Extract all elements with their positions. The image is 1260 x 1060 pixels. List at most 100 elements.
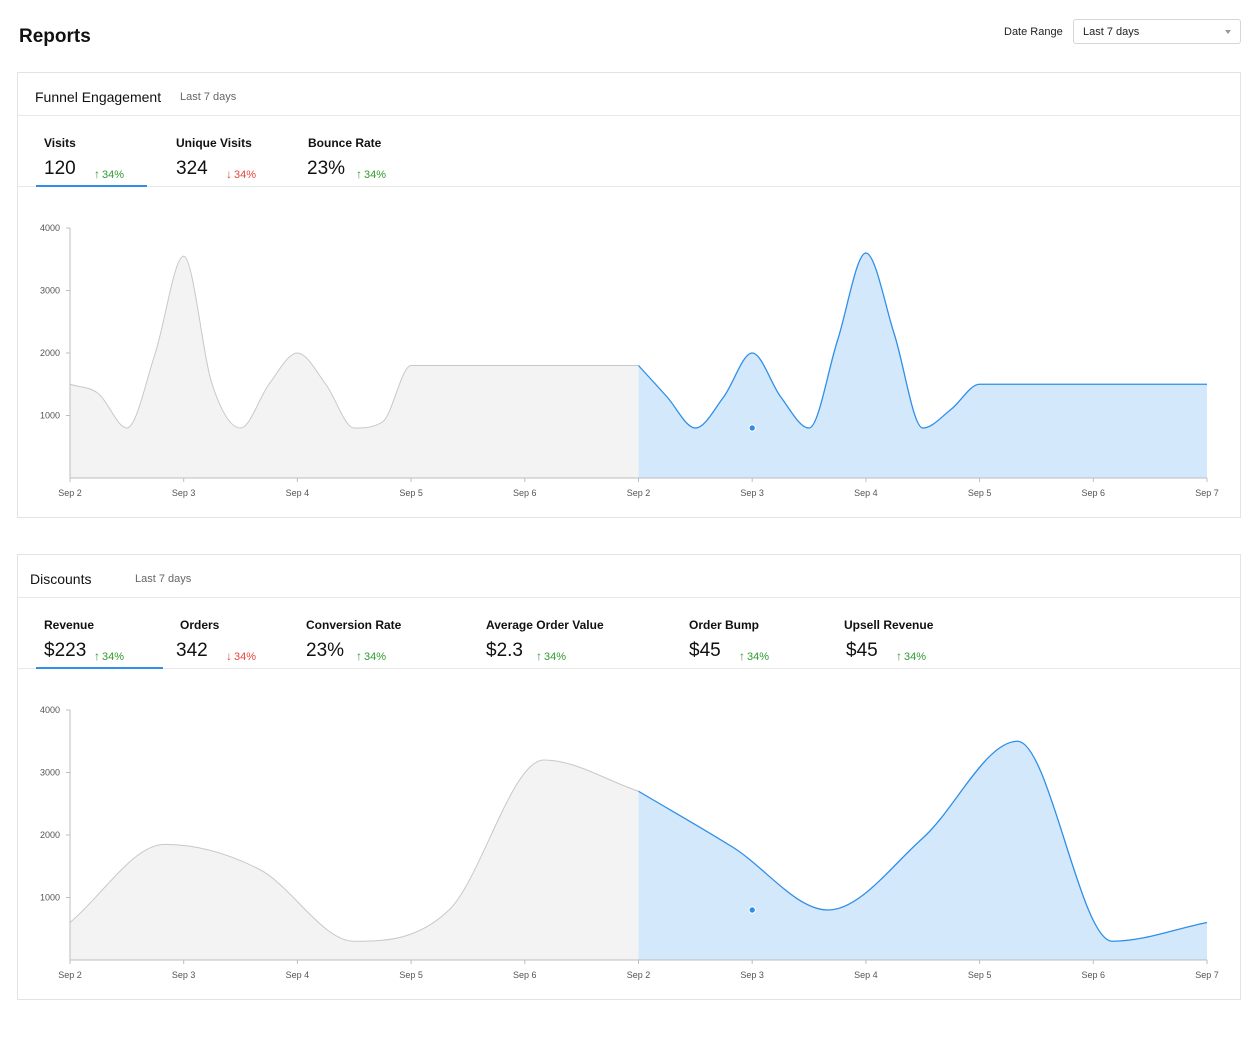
- metric-tab-bounce-rate[interactable]: Bounce Rate 23% ↑ 34%: [300, 116, 420, 187]
- metric-value: $45: [846, 640, 878, 661]
- metric-value: $223: [44, 640, 87, 661]
- x-tick-label: Sep 6: [513, 488, 537, 498]
- metric-change: ↑ 34%: [356, 167, 387, 181]
- metric-value: $45: [689, 640, 721, 661]
- x-tick-label: Sep 2: [627, 488, 651, 498]
- card-header: Funnel Engagement Last 7 days: [18, 73, 1240, 116]
- metric-label: Order Bump: [689, 618, 760, 632]
- y-tick-label: 4000: [40, 705, 60, 715]
- metric-tabs: Visits 120 ↑ 34% Unique Visits 324 ↓ 34% B…: [18, 116, 1240, 187]
- metric-change: ↑ 34%: [356, 649, 387, 663]
- card-subtitle: Last 7 days: [135, 573, 192, 585]
- previous-period-line: [69, 759, 639, 942]
- x-tick-label: Sep 4: [286, 488, 310, 498]
- x-tick-label: Sep 4: [854, 488, 878, 498]
- arrow-up-icon: ↑: [94, 649, 100, 663]
- arrow-up-icon: ↑: [896, 649, 902, 663]
- metric-label: Upsell Revenue: [844, 618, 934, 632]
- arrow-up-icon: ↑: [94, 167, 100, 181]
- chevron-down-icon: [1225, 30, 1231, 34]
- metric-label: Orders: [180, 618, 220, 632]
- page-title: Reports: [19, 26, 91, 47]
- previous-period-area: [70, 760, 639, 960]
- x-tick-label: Sep 2: [627, 970, 651, 980]
- metric-tab-upsell-revenue[interactable]: Upsell Revenue $45 ↑ 34%: [836, 598, 976, 669]
- x-tick-label: Sep 7: [1195, 488, 1219, 498]
- metric-tab-conversion-rate[interactable]: Conversion Rate 23% ↑ 34%: [298, 598, 448, 669]
- current-period-area: [638, 253, 1207, 478]
- metric-change: ↓ 34%: [226, 649, 257, 663]
- x-tick-label: Sep 5: [399, 488, 423, 498]
- date-range-select[interactable]: Last 7 days: [1073, 19, 1241, 44]
- x-tick-label: Sep 6: [1082, 488, 1106, 498]
- y-tick-label: 2000: [40, 830, 60, 840]
- card-title: Discounts: [30, 571, 92, 587]
- funnel-chart-svg: 1000 2000 3000 4000 Sep 2 Sep 3 Sep 4 Sep 5 Sep …: [40, 223, 1219, 498]
- x-tick-label: Sep 2: [58, 488, 82, 498]
- metric-value: 120: [44, 158, 76, 179]
- metric-tab-orders[interactable]: Orders 342 ↓ 34%: [172, 598, 282, 669]
- metric-label: Bounce Rate: [308, 136, 382, 150]
- discounts-card: Discounts Last 7 days Revenue $223 ↑ 34% …: [17, 554, 1241, 1000]
- arrow-up-icon: ↑: [739, 649, 745, 663]
- metric-label: Conversion Rate: [306, 618, 402, 632]
- y-tick-label: 1000: [40, 411, 60, 421]
- card-subtitle: Last 7 days: [180, 91, 237, 103]
- discounts-chart-svg: 1000 2000 3000 4000 Sep 2 Sep 3 Sep 4 Sep 5 Sep …: [40, 705, 1219, 980]
- x-tick-label: Sep 7: [1195, 970, 1219, 980]
- metric-tab-visits[interactable]: Visits 120 ↑ 34%: [36, 116, 147, 187]
- metric-value: 324: [176, 158, 208, 179]
- arrow-up-icon: ↑: [356, 649, 362, 663]
- x-tick-label: Sep 4: [286, 970, 310, 980]
- funnel-engagement-card: Funnel Engagement Last 7 days Visits 120…: [17, 72, 1241, 518]
- x-tick-label: Sep 4: [854, 970, 878, 980]
- metric-label: Average Order Value: [486, 618, 604, 632]
- metric-change: ↑ 34%: [536, 649, 567, 663]
- metric-tabs: Revenue $223 ↑ 34% Orders 342 ↓ 34% Conver…: [18, 598, 1240, 669]
- highlight-point: [748, 424, 756, 432]
- funnel-chart: 1000 2000 3000 4000 Sep 2 Sep 3 Sep 4 Sep 5 Sep …: [18, 188, 1240, 518]
- x-tick-label: Sep 3: [172, 488, 196, 498]
- x-tick-label: Sep 3: [740, 488, 764, 498]
- metric-value: $2.3: [486, 640, 523, 661]
- y-tick-label: 4000: [40, 223, 60, 233]
- x-tick-label: Sep 6: [1082, 970, 1106, 980]
- arrow-down-icon: ↓: [226, 649, 232, 663]
- card-title: Funnel Engagement: [35, 89, 162, 105]
- metric-label: Unique Visits: [176, 136, 252, 150]
- arrow-up-icon: ↑: [356, 167, 362, 181]
- highlight-point: [748, 906, 756, 914]
- previous-period-line: [69, 255, 639, 429]
- active-tab-indicator: [36, 667, 163, 669]
- x-tick-label: Sep 3: [740, 970, 764, 980]
- y-tick-label: 2000: [40, 348, 60, 358]
- metric-change: ↑ 34%: [739, 649, 770, 663]
- x-tick-label: Sep 3: [172, 970, 196, 980]
- y-tick-label: 3000: [40, 768, 60, 778]
- metric-value: 23%: [307, 158, 346, 179]
- x-tick-label: Sep 5: [968, 488, 992, 498]
- metric-change: ↑ 34%: [896, 649, 927, 663]
- y-tick-label: 1000: [40, 893, 60, 903]
- date-range-label: Date Range: [1004, 26, 1063, 38]
- metric-tab-revenue[interactable]: Revenue $223 ↑ 34%: [36, 598, 163, 669]
- arrow-down-icon: ↓: [226, 167, 232, 181]
- y-tick-label: 3000: [40, 286, 60, 296]
- metric-change: ↑ 34%: [94, 649, 125, 663]
- metric-change: ↓ 34%: [226, 167, 257, 181]
- active-tab-indicator: [36, 185, 147, 187]
- metric-tab-average-order-value[interactable]: Average Order Value $2.3 ↑ 34%: [478, 598, 638, 669]
- metric-tab-order-bump[interactable]: Order Bump $45 ↑ 34%: [681, 598, 811, 669]
- x-tick-label: Sep 6: [513, 970, 537, 980]
- arrow-up-icon: ↑: [536, 649, 542, 663]
- current-period-area: [638, 741, 1207, 960]
- metric-value: 342: [176, 640, 208, 661]
- metric-change: ↑ 34%: [94, 167, 125, 181]
- metric-label: Revenue: [44, 618, 95, 632]
- x-tick-label: Sep 5: [968, 970, 992, 980]
- metric-value: 23%: [306, 640, 345, 661]
- x-tick-label: Sep 2: [58, 970, 82, 980]
- card-header: Discounts Last 7 days: [18, 555, 1240, 598]
- metric-tab-unique-visits[interactable]: Unique Visits 324 ↓ 34%: [168, 116, 288, 187]
- current-period-line: [638, 252, 1207, 429]
